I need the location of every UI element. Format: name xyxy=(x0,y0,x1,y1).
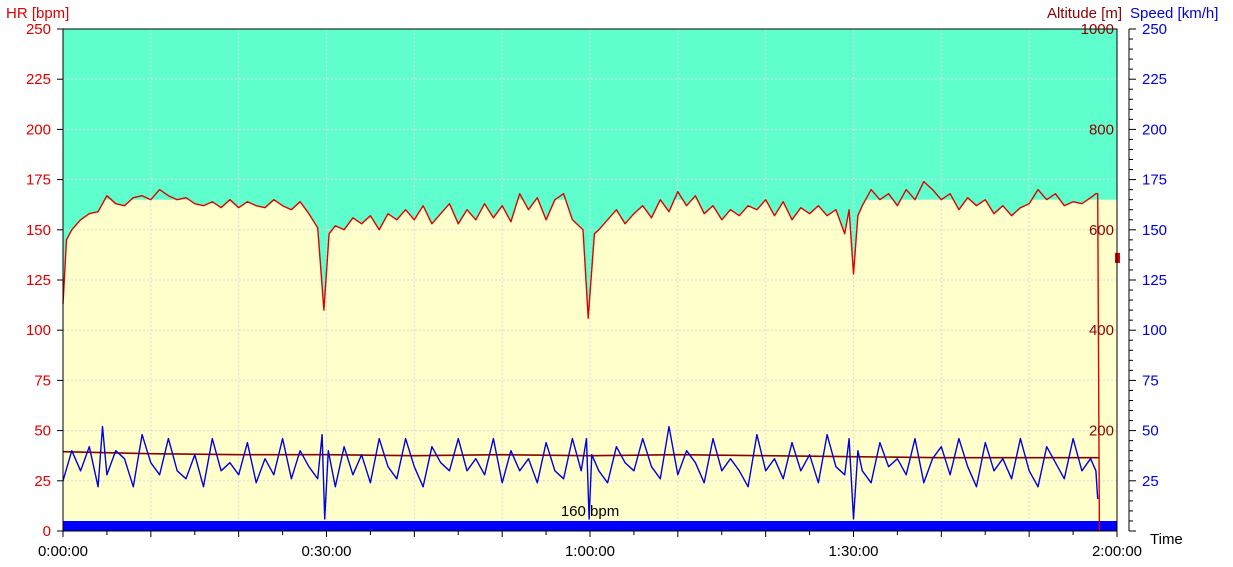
time-tick-label: 2:00:00 xyxy=(1092,543,1142,560)
speed-tick-label: 150 xyxy=(1142,222,1167,239)
speed-axis-title: Speed [km/h] xyxy=(1130,5,1218,22)
hr-tick-label: 125 xyxy=(26,272,51,289)
time-tick-label: 0:00:00 xyxy=(38,543,88,560)
series-line-speed xyxy=(62,425,1099,520)
axes: 0 25 50 75 100 125 150 175 200 225 250 200 400 600 800… xyxy=(26,21,1167,560)
series-line-altitude xyxy=(62,450,1100,459)
hr-tick-label: 250 xyxy=(26,21,51,38)
speed-tick-label: 25 xyxy=(1142,473,1159,490)
hr-tick-label: 0 xyxy=(43,523,51,540)
altitude-tick-label: 200 xyxy=(1089,423,1114,440)
speed-tick-label: 100 xyxy=(1142,322,1167,339)
hr-tick-label: 225 xyxy=(26,71,51,88)
speed-tick-label: 75 xyxy=(1142,372,1159,389)
speed-tick-label: 125 xyxy=(1142,272,1167,289)
hr-tick-label: 175 xyxy=(26,172,51,189)
hr-axis-title: HR [bpm] xyxy=(6,5,69,22)
hr-tick-label: 25 xyxy=(34,473,51,490)
hr-tick-label: 75 xyxy=(34,372,51,389)
speed-tick-label: 225 xyxy=(1142,71,1167,88)
hr-tick-label: 50 xyxy=(34,423,51,440)
hr-tick-label: 200 xyxy=(26,121,51,138)
altitude-axis-title: Altitude [m] xyxy=(1047,5,1122,22)
time-tick-label: 0:30:00 xyxy=(301,543,351,560)
time-axis-title: Time xyxy=(1150,531,1183,548)
upper-zone-fill xyxy=(63,29,1098,319)
hr-tick-label: 150 xyxy=(26,222,51,239)
hr-tick-label: 100 xyxy=(26,322,51,339)
speed-tick-label: 250 xyxy=(1142,21,1167,38)
reference-band xyxy=(63,521,1117,531)
time-tick-label: 1:00:00 xyxy=(565,543,615,560)
altitude-tick-label: 1000 xyxy=(1081,21,1114,38)
speed-tick-label: 175 xyxy=(1142,172,1167,189)
reference-line-label: 160 bpm xyxy=(561,503,619,520)
altitude-tick-label: 600 xyxy=(1089,222,1114,239)
altitude-tick-label: 400 xyxy=(1089,322,1114,339)
time-tick-label: 1:30:00 xyxy=(828,543,878,560)
speed-tick-label: 200 xyxy=(1142,121,1167,138)
series-lines xyxy=(62,180,1120,532)
speed-tick-label: 50 xyxy=(1142,423,1159,440)
altitude-tick-label: 800 xyxy=(1089,121,1114,138)
series-line-hr xyxy=(62,180,1101,532)
